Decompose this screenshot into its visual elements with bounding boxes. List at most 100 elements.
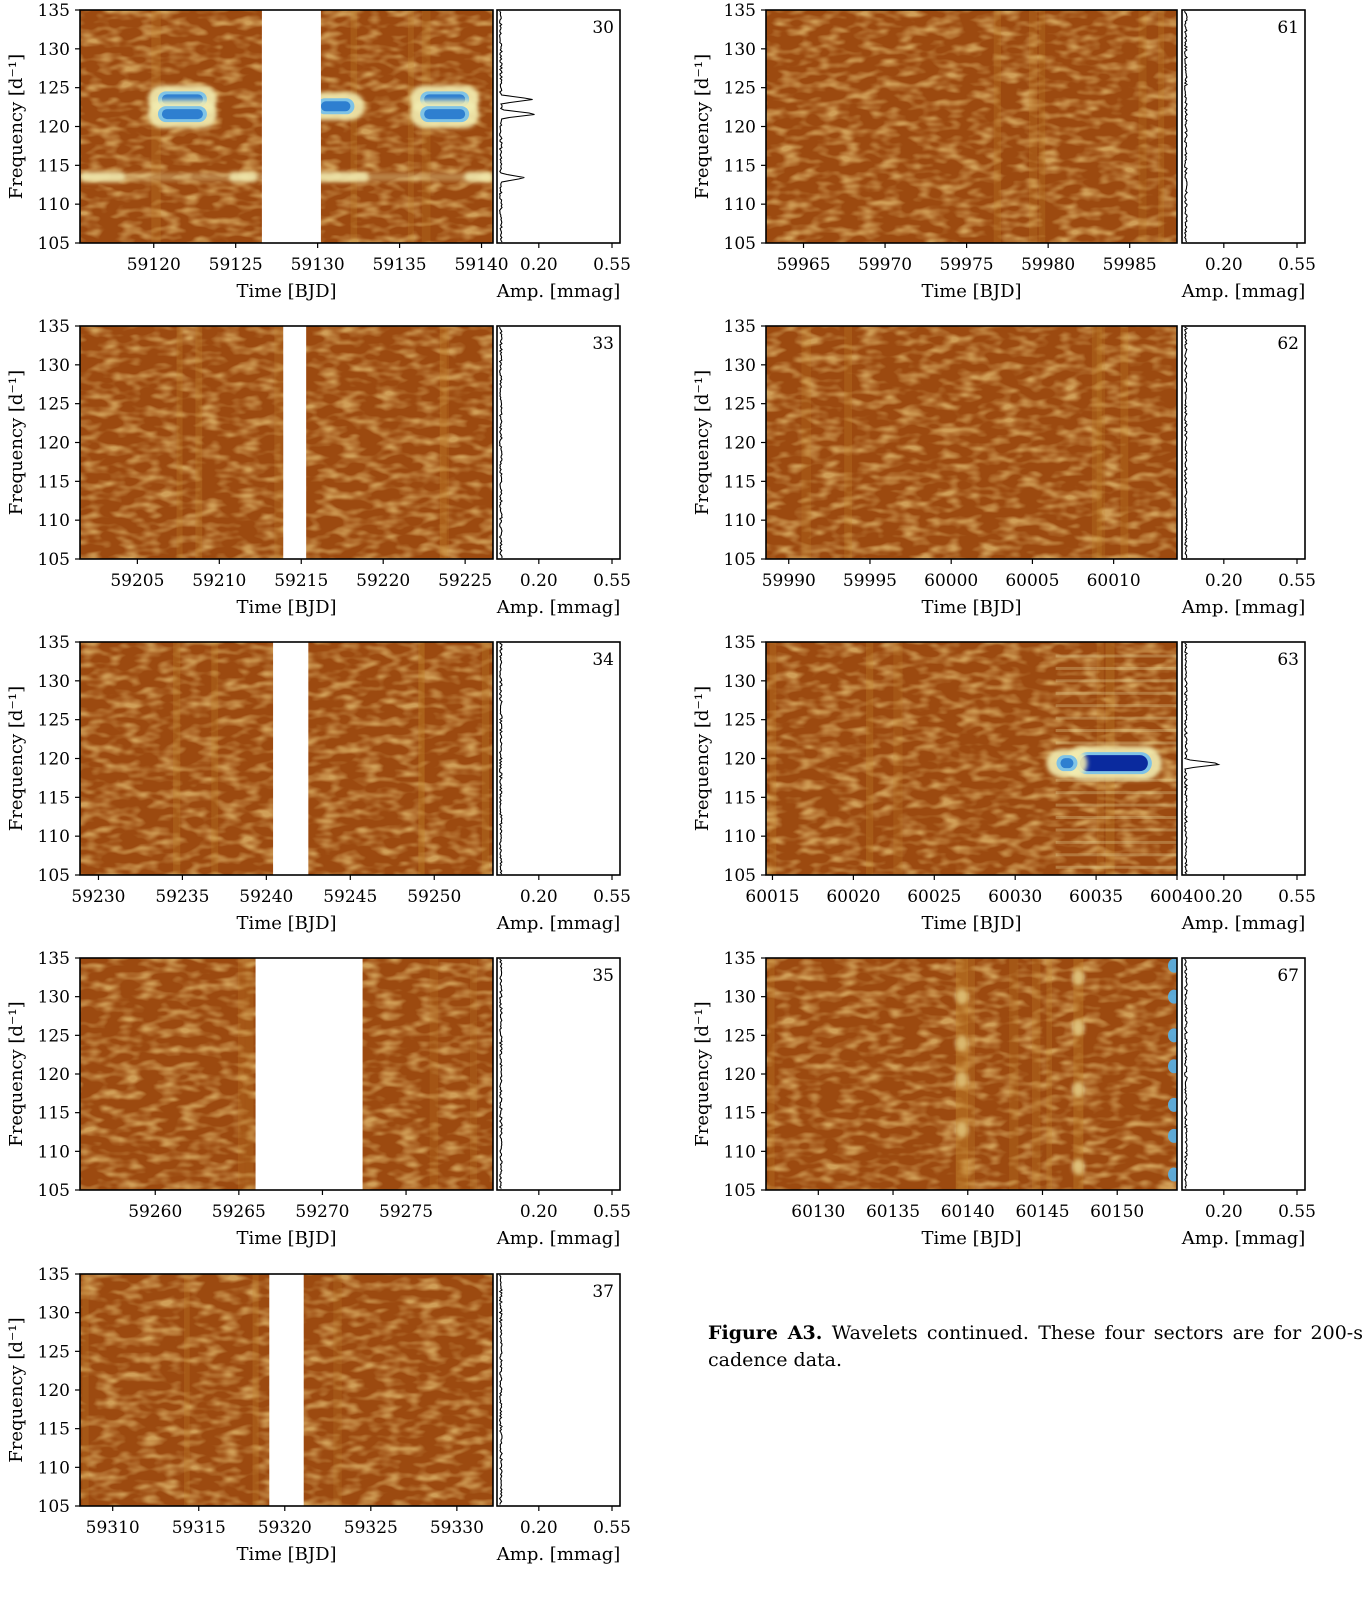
heatmap-streak [211, 642, 219, 875]
x-tick-label: 59130 [291, 255, 345, 275]
data-gap [269, 1274, 304, 1506]
bright-spot [1072, 1019, 1085, 1036]
bright-spot [1072, 969, 1085, 986]
ripple-stripe [1055, 803, 1177, 807]
x-tick-label: 60015 [745, 887, 799, 907]
y-tick-label: 115 [724, 472, 756, 492]
ripple-stripe [1055, 741, 1177, 745]
y-tick-label: 120 [724, 750, 756, 770]
heatmap [80, 1274, 493, 1506]
spectrum-frame [496, 325, 621, 560]
amp-tick-label: 0.20 [1205, 255, 1243, 275]
panel-sector-35: 105 110 115 120 125 130 135 59260 59265 59270 5927… [6, 949, 631, 1249]
heatmap-streak [801, 326, 812, 559]
y-tick-label: 105 [724, 234, 756, 254]
y-tick-label: 135 [724, 1, 756, 21]
x-tick-label: 60135 [866, 1202, 920, 1222]
x-tick-label: 59980 [1021, 255, 1075, 275]
ripple-stripe [1055, 666, 1177, 670]
heatmap-streak [966, 958, 975, 1190]
y-tick-label: 135 [724, 317, 756, 337]
x-tick-label: 60005 [1005, 571, 1059, 591]
y-tick-label: 115 [724, 788, 756, 808]
heatmap-streak [993, 10, 1001, 243]
heatmap-streak [1028, 10, 1038, 243]
amp-tick-label: 0.55 [593, 255, 631, 275]
peak-core [1060, 758, 1074, 769]
heatmap-streak [173, 642, 181, 875]
bright-streak [955, 958, 968, 1190]
x-axis-label: Time [BJD] [236, 281, 336, 302]
x-axis-label: Time [BJD] [921, 281, 1021, 302]
heatmap-streak [418, 642, 425, 875]
ripple-stripe [1055, 828, 1177, 832]
y-tick-label: 135 [38, 1, 70, 21]
x-tick-label: 59240 [239, 887, 293, 907]
y-tick-label: 120 [724, 434, 756, 454]
y-tick-label: 120 [724, 1065, 756, 1085]
panels: 105 110 115 120 125 130 135 59120 59125 59130 5913… [6, 1, 1316, 1565]
x-tick-label: 59210 [192, 571, 246, 591]
x-tick-label: 60140 [941, 1202, 995, 1222]
y-tick-label: 130 [38, 1304, 70, 1324]
edge-spot [1168, 1097, 1177, 1112]
y-tick-label: 130 [724, 356, 756, 376]
y-tick-label: 115 [724, 156, 756, 176]
heatmap [80, 10, 493, 243]
heatmap-streak [82, 1274, 89, 1506]
amp-axis-label: Amp. [mmag] [1181, 913, 1305, 934]
y-tick-label: 125 [724, 79, 756, 99]
y-tick-label: 115 [38, 1104, 70, 1124]
spectrum-frame [496, 957, 621, 1191]
heatmap-streak [1038, 10, 1046, 243]
amp-tick-label: 0.20 [520, 1202, 558, 1222]
y-axis-label: Frequency [d⁻¹] [692, 1001, 713, 1146]
y-tick-label: 135 [38, 633, 70, 653]
heatmap-streak [1046, 958, 1053, 1190]
data-gap [273, 642, 309, 875]
bright-streak [1073, 958, 1084, 1190]
amp-tick-label: 0.20 [520, 571, 558, 591]
edge-spot [1168, 1059, 1177, 1074]
x-tick-label: 59270 [295, 1202, 349, 1222]
edge-spot [1168, 1128, 1177, 1143]
spectrum-frame [1181, 9, 1306, 244]
panel-sector-62: 105 110 115 120 125 130 135 59990 59995 60000 6000… [692, 317, 1316, 618]
ripple-stripe [1055, 729, 1177, 733]
y-tick-label: 120 [38, 434, 70, 454]
panel-sector-61: 105 110 115 120 125 130 135 59965 59970 59975 5998… [692, 1, 1316, 302]
panel-sector-63: 105 110 115 120 125 130 135 60015 60020 60025 6003… [692, 633, 1316, 934]
caption-label: Figure A3. [708, 1322, 823, 1344]
heatmap-texture [766, 326, 1177, 559]
heatmap [766, 958, 1177, 1190]
heatmap-streak [844, 326, 853, 559]
heatmap-streak [1091, 326, 1102, 559]
y-tick-label: 110 [38, 195, 70, 215]
heatmap-streak [176, 326, 183, 559]
heatmap [80, 326, 493, 559]
spectrum-frame [1181, 957, 1306, 1191]
x-tick-label: 59965 [776, 255, 830, 275]
x-tick-label: 59990 [762, 571, 816, 591]
heatmap-streak [439, 326, 447, 559]
amp-axis-label: Amp. [mmag] [496, 1228, 620, 1249]
data-gap [261, 10, 321, 243]
y-tick-label: 105 [38, 866, 70, 886]
x-tick-label: 60035 [1069, 887, 1123, 907]
edge-spot [1168, 1167, 1177, 1182]
y-tick-label: 130 [38, 40, 70, 60]
y-tick-label: 130 [38, 356, 70, 376]
y-tick-label: 130 [38, 672, 70, 692]
bright-blob [228, 171, 258, 182]
amp-tick-label: 0.55 [593, 571, 631, 591]
heatmap-streak [350, 10, 358, 243]
x-tick-label: 59315 [172, 1518, 226, 1538]
y-tick-label: 125 [38, 1342, 70, 1362]
y-tick-label: 110 [38, 511, 70, 531]
amp-tick-label: 0.20 [520, 255, 558, 275]
heatmap-streak [274, 326, 283, 559]
bright-spot [955, 1071, 968, 1088]
bright-spot [955, 1035, 968, 1052]
y-tick-label: 105 [38, 1181, 70, 1201]
amp-tick-label: 0.20 [520, 887, 558, 907]
